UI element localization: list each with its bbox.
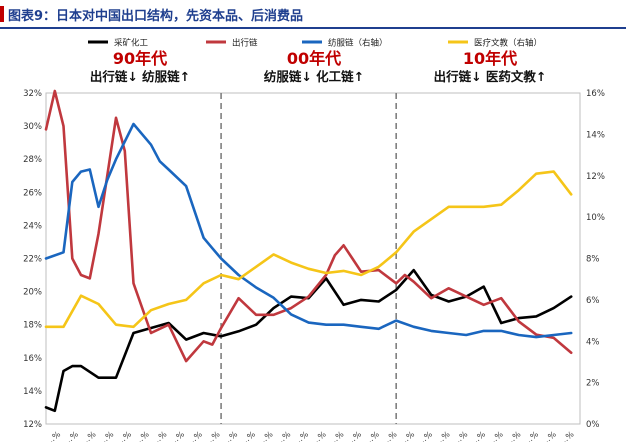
x-axis-tick-label: …% — [540, 429, 558, 442]
era-year-label: 10年代 — [463, 49, 517, 68]
left-axis-tick-label: 18% — [23, 321, 42, 331]
series-line-2 — [44, 122, 573, 339]
left-axis-tick-label: 32% — [23, 89, 42, 99]
x-axis-tick-label: …% — [168, 429, 186, 442]
x-axis-tick-label: …% — [522, 429, 540, 442]
right-axis-tick-label: 10% — [586, 213, 605, 223]
left-axis-tick-label: 26% — [23, 188, 42, 198]
x-axis-tick-label: …% — [505, 429, 523, 442]
series-line-0 — [44, 268, 573, 413]
left-axis-tick-label: 22% — [23, 255, 42, 265]
era-year-label: 90年代 — [113, 49, 167, 68]
x-axis-tick-label: …% — [239, 429, 257, 442]
x-axis-tick-label: …% — [381, 429, 399, 442]
right-axis-tick-label: 8% — [586, 255, 600, 265]
x-axis-tick-label: …% — [487, 429, 505, 442]
x-axis-tick-label: …% — [115, 429, 133, 442]
x-axis-tick-label: …% — [133, 429, 151, 442]
series-line-3 — [44, 170, 573, 329]
legend-label: 出行链 — [232, 38, 258, 49]
x-axis-tick-label: …% — [257, 429, 275, 442]
x-axis-tick-label: …% — [292, 429, 310, 442]
x-axis-tick-label: …% — [186, 429, 204, 442]
x-axis-tick-label: …% — [222, 429, 240, 442]
legend-label: 采矿化工 — [114, 38, 149, 49]
chart-title: 图表9：日本对中国出口结构，先资本品、后消费品 — [8, 9, 304, 24]
right-axis-tick-label: 0% — [586, 420, 600, 430]
right-axis-tick-label: 16% — [586, 89, 605, 99]
left-axis-tick-label: 14% — [23, 387, 42, 397]
x-axis-tick-label: …% — [452, 429, 470, 442]
right-axis-tick-label: 2% — [586, 379, 600, 389]
left-axis-tick-label: 12% — [23, 420, 42, 430]
title-accent — [0, 6, 4, 22]
legend-label: 纺服链（右轴） — [328, 38, 388, 49]
right-axis-tick-label: 14% — [586, 130, 605, 140]
legend-label: 医疗文教（右轴） — [474, 38, 542, 49]
x-axis-tick-label: …% — [328, 429, 346, 442]
right-axis-tick-label: 6% — [586, 296, 600, 306]
title-bar: 图表9：日本对中国出口结构，先资本品、后消费品 — [0, 0, 626, 26]
x-axis-tick-label: …% — [45, 429, 63, 442]
x-axis-tick-label: …% — [204, 429, 222, 442]
x-axis-tick-label: …% — [399, 429, 417, 442]
left-axis-tick-label: 16% — [23, 354, 42, 364]
series-line-1 — [44, 89, 573, 363]
x-axis-tick-label: …% — [62, 429, 80, 442]
era-description: 纺服链↓ 化工链↑ — [264, 69, 364, 84]
x-axis-tick-label: …% — [469, 429, 487, 442]
x-axis-tick-label: …% — [275, 429, 293, 442]
x-axis-tick-label: …% — [98, 429, 116, 442]
x-axis-tick-label: …% — [310, 429, 328, 442]
left-axis-tick-label: 30% — [23, 122, 42, 132]
era-description: 出行链↓ 纺服链↑ — [90, 69, 190, 84]
era-year-label: 00年代 — [287, 49, 341, 68]
x-axis-tick-label: …% — [416, 429, 434, 442]
plot-frame — [45, 92, 581, 425]
x-axis-tick-label: …% — [558, 429, 576, 442]
right-axis-tick-label: 4% — [586, 337, 600, 347]
x-axis-tick-label: …% — [151, 429, 169, 442]
left-axis-tick-label: 20% — [23, 288, 42, 298]
right-axis-tick-label: 12% — [586, 172, 605, 182]
x-axis-tick-label: …% — [434, 429, 452, 442]
left-axis-tick-label: 24% — [23, 221, 42, 231]
left-axis-tick-label: 28% — [23, 155, 42, 165]
title-rule — [0, 27, 626, 29]
x-axis-tick-label: …% — [345, 429, 363, 442]
era-description: 出行链↓ 医药文教↑ — [434, 69, 547, 84]
x-axis-tick-label: …% — [80, 429, 98, 442]
x-axis-tick-label: …% — [363, 429, 381, 442]
